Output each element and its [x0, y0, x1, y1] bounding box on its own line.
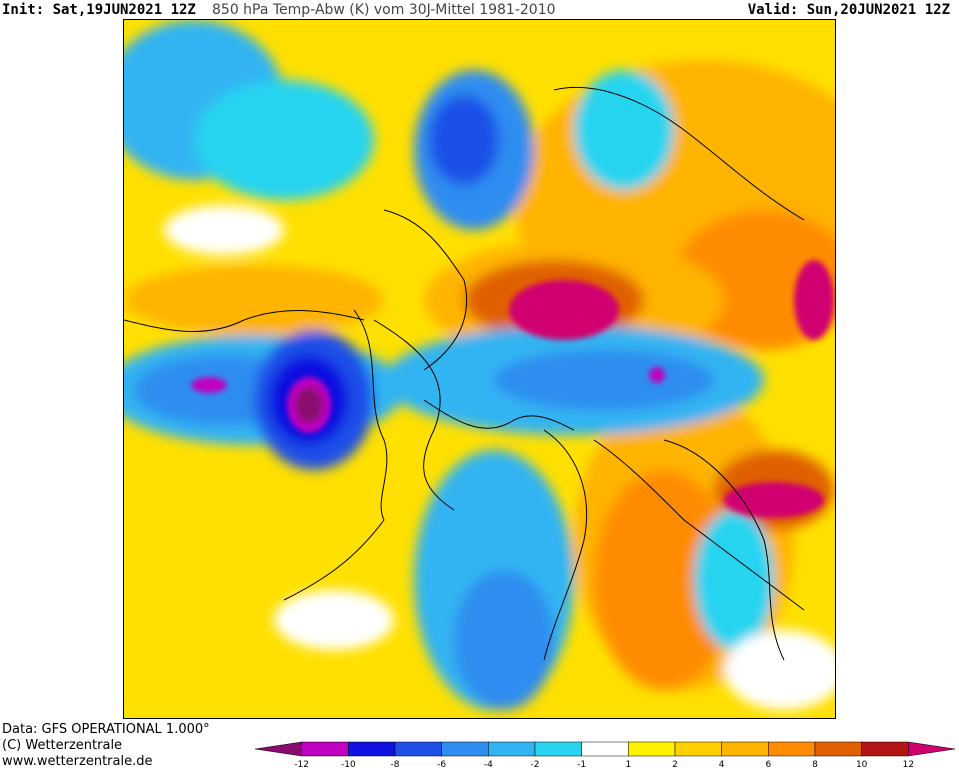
- anomaly-extremes: [191, 260, 834, 518]
- color-legend: -12 -10 -8 -6 -4 -2 -1 1 2 4 6 8 10 12: [255, 741, 956, 770]
- legend-swatch: [814, 741, 862, 757]
- website-link[interactable]: www.wetterzentrale.de: [2, 754, 153, 769]
- legend-swatch: [255, 741, 302, 757]
- valid-time-label: Valid: Sun,20JUN2021 12Z: [747, 2, 950, 18]
- legend-tick-label: 10: [856, 760, 868, 770]
- legend-tick-label: -4: [484, 760, 493, 770]
- init-time-label: Init: Sat,19JUN2021 12Z: [2, 2, 196, 18]
- legend-tick-label: -2: [531, 760, 540, 770]
- coastlines: [124, 86, 805, 661]
- legend-tick-label: 2: [672, 760, 678, 770]
- legend-swatch: [908, 741, 956, 757]
- copyright-label: (C) Wetterzentrale: [2, 738, 123, 753]
- anomaly-map: [123, 19, 836, 719]
- legend-swatch: [628, 741, 676, 757]
- legend-swatch: [348, 741, 396, 757]
- legend-swatch: [768, 741, 816, 757]
- legend-swatch: [534, 741, 582, 757]
- legend-swatch: [488, 741, 536, 757]
- legend-swatch: [301, 741, 349, 757]
- legend-tick-label: 1: [625, 760, 631, 770]
- legend-swatch: [674, 741, 722, 757]
- legend-tick-label: 4: [719, 760, 725, 770]
- legend-tick-label: -6: [437, 760, 446, 770]
- legend-tick-label: -8: [391, 760, 400, 770]
- legend-swatch: [394, 741, 442, 757]
- legend-swatch: [721, 741, 769, 757]
- legend-tick-label: -12: [294, 760, 309, 770]
- map-title: 850 hPa Temp-Abw (K) vom 30J-Mittel 1981…: [212, 2, 556, 18]
- legend-tick-label: -1: [577, 760, 586, 770]
- legend-tick-label: -10: [341, 760, 356, 770]
- legend-swatch: [581, 741, 629, 757]
- legend-swatch: [441, 741, 489, 757]
- anomaly-map-graphic: [124, 20, 835, 718]
- legend-swatch: [861, 741, 909, 757]
- data-source-label: Data: GFS OPERATIONAL 1.000°: [2, 722, 210, 737]
- legend-tick-label: 12: [903, 760, 914, 770]
- legend-tick-label: 8: [812, 760, 818, 770]
- legend-tick-label: 6: [765, 760, 771, 770]
